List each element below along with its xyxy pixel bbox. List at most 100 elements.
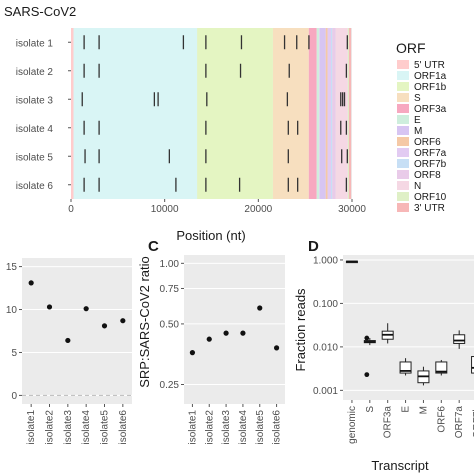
panel-c-y-tick-label: 0.50	[160, 319, 180, 330]
panel-b-point	[101, 323, 108, 329]
x-tick-label: 0	[68, 204, 74, 215]
legend-swatch	[397, 170, 409, 179]
panel-b-point	[120, 318, 126, 324]
legend-swatch	[397, 71, 409, 80]
panel-c-point	[189, 350, 196, 356]
panel-c-y-tick-label: 1.00	[160, 259, 180, 270]
legend-swatch	[397, 104, 409, 113]
orf-region	[197, 28, 273, 199]
orf-region	[327, 28, 332, 199]
panel-d-x-tick-label: M	[418, 406, 429, 414]
panel-c-x-tick-label: isolate1	[187, 410, 198, 445]
orf-region	[272, 28, 309, 199]
orf-region	[71, 28, 74, 199]
legend-label: ORF7b	[414, 159, 447, 170]
panel-c-x-tick-label: isolate4	[238, 410, 249, 445]
panel-d-boxplot: D Fraction reads Transcript 0.001 0.010 0.…	[293, 238, 474, 473]
legend-label: ORF1b	[414, 82, 447, 93]
panel-b-x-tick-label: isolate4	[81, 410, 92, 445]
box-body	[435, 361, 448, 374]
legend-swatch	[397, 82, 409, 91]
legend-swatch	[397, 115, 409, 124]
orf-region	[348, 28, 352, 199]
orf-region	[319, 28, 326, 199]
panel-d-x-tick-label: E	[401, 406, 412, 413]
panel-d-x-tick-label: ORF7a	[454, 406, 465, 439]
panel-d-x-tick-label: genomic	[347, 406, 358, 444]
row-label: isolate 5	[16, 152, 54, 163]
panel-c-point	[240, 330, 246, 336]
panel-c-point	[223, 330, 229, 336]
panel-b-x-tick-label: isolate1	[26, 410, 37, 445]
legend-label: ORF1a	[414, 71, 447, 82]
panel-d-x-tick-label: ORF7b	[472, 406, 474, 439]
panel-b-point	[83, 306, 89, 312]
panel-c-letter: C	[148, 238, 159, 255]
orf-legend: ORF 5' UTRORF1aORF1bSORF3aEMORF6ORF7aORF…	[396, 40, 447, 214]
panel-b-scatter: 0 5 10 15 isolate1 isolate2 isolate3 isolate4 is…	[6, 258, 132, 444]
orf-region	[335, 28, 348, 199]
panel-c-x-tick-label: isolate5	[255, 410, 266, 445]
row-label: isolate 2	[16, 67, 54, 78]
panel-d-y-tick-label: 0.100	[313, 299, 338, 310]
panel-b-x-tick-label: isolate6	[118, 410, 129, 445]
panel-d-y-tick-label: 0.001	[313, 386, 338, 397]
panel-c-y-tick-label: 0.75	[160, 284, 180, 295]
panel-d-letter: D	[308, 238, 319, 255]
panel-b-point	[46, 304, 53, 310]
legend-swatch	[397, 93, 409, 102]
legend-swatch	[397, 60, 409, 69]
orf-region	[325, 28, 328, 199]
panel-b-x-tick-label: isolate3	[63, 410, 74, 445]
panel-c-x-tick-label: isolate2	[204, 410, 215, 445]
panel-b-x-tick-label: isolate2	[45, 410, 56, 445]
panel-b-x-tick-label: isolate5	[100, 410, 111, 445]
box-body	[399, 361, 412, 374]
row-label: isolate 1	[16, 38, 54, 49]
legend-label: 5' UTR	[414, 60, 445, 71]
panel-d-y-tick-label: 1.000	[313, 255, 338, 266]
panel-d-x-tick-label: ORF3a	[383, 406, 394, 439]
box-body	[471, 356, 474, 374]
panel-a-x-axis-title: Position (nt)	[176, 228, 245, 243]
panel-c-point	[206, 336, 212, 342]
legend-label: M	[414, 126, 422, 137]
row-label: isolate 3	[16, 95, 54, 106]
panel-d-x-tick-label: ORF6	[436, 406, 447, 433]
orf-region	[347, 28, 349, 199]
x-tick-label: 30000	[338, 204, 366, 215]
legend-label: ORF10	[414, 192, 447, 203]
legend-label: ORF3a	[414, 104, 447, 115]
panel-c-x-tick-label: isolate6	[272, 410, 283, 445]
panel-a-title: SARS-CoV2	[4, 4, 76, 19]
legend-label: ORF6	[414, 137, 441, 148]
legend-label: 3' UTR	[414, 203, 445, 214]
panel-a-orf-track: SARS-CoV2 isolate 1 isolate 2 isolate 3 iso…	[4, 4, 447, 243]
legend-swatch	[397, 192, 409, 201]
legend-swatch	[397, 159, 409, 168]
panel-d-y-tick-label: 0.010	[313, 342, 338, 353]
legend-swatch	[397, 181, 409, 190]
legend-label: ORF8	[414, 170, 441, 181]
row-label: isolate 6	[16, 181, 54, 192]
panel-b-background	[22, 258, 132, 404]
legend-swatch	[397, 137, 409, 146]
legend-label: S	[414, 93, 421, 104]
box-body	[453, 334, 466, 344]
legend-swatch	[397, 126, 409, 135]
panel-c-background	[184, 255, 285, 404]
panel-b-point	[65, 337, 71, 344]
panel-c-point	[257, 305, 263, 311]
panel-c-y-tick-label: 0.25	[160, 380, 180, 391]
panel-b-y-tick-label: 0	[11, 391, 17, 402]
orf-legend-title: ORF	[396, 40, 426, 56]
panel-d-x-tick-label: S	[365, 406, 376, 413]
panel-a-plot-area: isolate 1 isolate 2 isolate 3 isolate 4 isol…	[16, 28, 366, 215]
orf-region	[73, 28, 198, 199]
orf-region	[330, 28, 333, 199]
box-outlier	[364, 335, 370, 341]
legend-label: ORF7a	[414, 148, 447, 159]
panel-c-point	[273, 345, 280, 351]
panel-c-scatter: C SRP:SARS-CoV2 ratio 0.25 0.50 0.75 1.00 is…	[137, 238, 285, 444]
